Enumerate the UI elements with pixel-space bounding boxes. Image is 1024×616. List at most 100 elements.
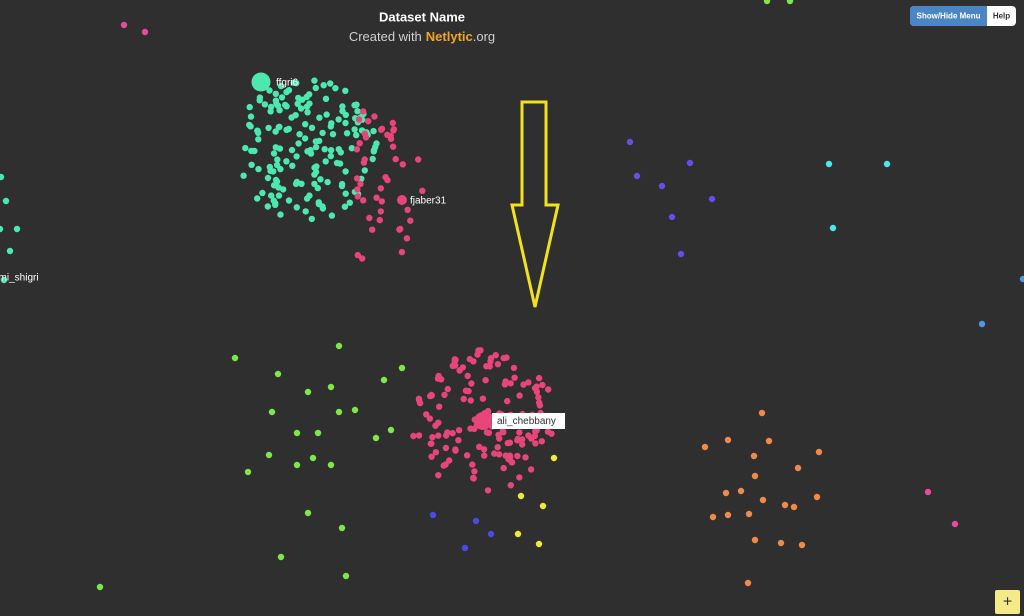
- node[interactable]: [455, 437, 462, 444]
- node[interactable]: [369, 226, 376, 233]
- node[interactable]: [255, 129, 262, 136]
- node[interactable]: [343, 130, 351, 137]
- node[interactable]: [246, 103, 253, 111]
- node[interactable]: [392, 155, 399, 163]
- node[interactable]: [507, 482, 514, 489]
- node[interactable]: [441, 391, 448, 399]
- node[interactable]: [487, 355, 495, 362]
- node[interactable]: [390, 126, 398, 133]
- node[interactable]: [292, 180, 300, 187]
- menu-button-bg[interactable]: [910, 6, 987, 26]
- node[interactable]: [304, 388, 312, 396]
- node[interactable]: [507, 453, 514, 461]
- node[interactable]: [293, 204, 300, 211]
- node[interactable]: [722, 489, 730, 497]
- node[interactable]: [463, 452, 471, 459]
- node[interactable]: [514, 435, 521, 443]
- node[interactable]: [293, 153, 300, 160]
- node[interactable]: [449, 430, 456, 437]
- node[interactable]: [302, 121, 309, 128]
- node[interactable]: [504, 439, 511, 447]
- node[interactable]: [429, 434, 436, 441]
- node[interactable]: [479, 395, 487, 402]
- node[interactable]: [763, 0, 771, 5]
- node[interactable]: [327, 461, 335, 469]
- node[interactable]: [532, 440, 539, 447]
- node[interactable]: [550, 454, 558, 462]
- credit-brand[interactable]: Netlytic: [426, 29, 473, 44]
- node[interactable]: [268, 408, 276, 416]
- node[interactable]: [751, 536, 759, 544]
- node[interactable]: [438, 376, 445, 383]
- node[interactable]: [440, 462, 447, 469]
- node[interactable]: [464, 372, 471, 380]
- node[interactable]: [536, 402, 544, 409]
- node[interactable]: [384, 176, 391, 184]
- node[interactable]: [452, 447, 459, 454]
- node[interactable]: [240, 172, 247, 179]
- node[interactable]: [525, 379, 532, 386]
- node[interactable]: [302, 208, 309, 215]
- node[interactable]: [423, 411, 430, 418]
- node[interactable]: [539, 381, 546, 389]
- node[interactable]: [444, 429, 451, 436]
- node[interactable]: [354, 186, 361, 193]
- node[interactable]: [285, 125, 292, 133]
- node[interactable]: [317, 176, 324, 183]
- node[interactable]: [397, 225, 404, 233]
- node[interactable]: [272, 128, 279, 135]
- node[interactable]: [380, 376, 388, 384]
- node[interactable]: [320, 82, 327, 89]
- node[interactable]: [266, 87, 273, 94]
- node[interactable]: [708, 195, 716, 203]
- node[interactable]: [404, 206, 411, 213]
- node[interactable]: [316, 114, 323, 121]
- node[interactable]: [510, 364, 518, 372]
- node[interactable]: [398, 248, 406, 256]
- node[interactable]: [924, 488, 932, 496]
- node[interactable]: [701, 443, 709, 451]
- menu-button[interactable]: Show/Hide Menu: [917, 12, 981, 21]
- node[interactable]: [369, 155, 376, 163]
- node[interactable]: [449, 362, 456, 370]
- node[interactable]: [724, 511, 732, 519]
- node[interactable]: [333, 159, 341, 167]
- node[interactable]: [327, 152, 334, 160]
- node[interactable]: [293, 429, 301, 437]
- node[interactable]: [354, 251, 361, 259]
- node[interactable]: [494, 444, 501, 451]
- node[interactable]: [508, 458, 515, 466]
- node[interactable]: [751, 472, 759, 480]
- node[interactable]: [429, 511, 437, 519]
- node[interactable]: [533, 388, 541, 396]
- node[interactable]: [353, 131, 360, 139]
- node[interactable]: [487, 530, 495, 538]
- node[interactable]: [709, 513, 717, 521]
- node[interactable]: [360, 108, 367, 115]
- node[interactable]: [370, 127, 377, 135]
- node[interactable]: [354, 108, 361, 115]
- node[interactable]: [274, 370, 282, 378]
- node[interactable]: [366, 214, 373, 222]
- node[interactable]: [311, 77, 318, 84]
- node[interactable]: [516, 429, 523, 436]
- node[interactable]: [503, 354, 510, 361]
- node[interactable]: [277, 553, 285, 561]
- node[interactable]: [296, 131, 303, 138]
- node[interactable]: [335, 342, 343, 350]
- node[interactable]: [267, 167, 274, 175]
- node[interactable]: [469, 461, 476, 468]
- node[interactable]: [428, 440, 435, 447]
- node[interactable]: [265, 124, 272, 132]
- node[interactable]: [315, 200, 323, 208]
- node[interactable]: [436, 403, 443, 410]
- node[interactable]: [335, 116, 342, 123]
- node[interactable]: [339, 103, 346, 110]
- node[interactable]: [548, 430, 555, 437]
- node[interactable]: [677, 250, 685, 258]
- node[interactable]: [308, 124, 316, 131]
- node[interactable]: [765, 437, 773, 445]
- node[interactable]: [357, 180, 364, 188]
- node[interactable]: [428, 453, 435, 460]
- node[interactable]: [244, 468, 252, 476]
